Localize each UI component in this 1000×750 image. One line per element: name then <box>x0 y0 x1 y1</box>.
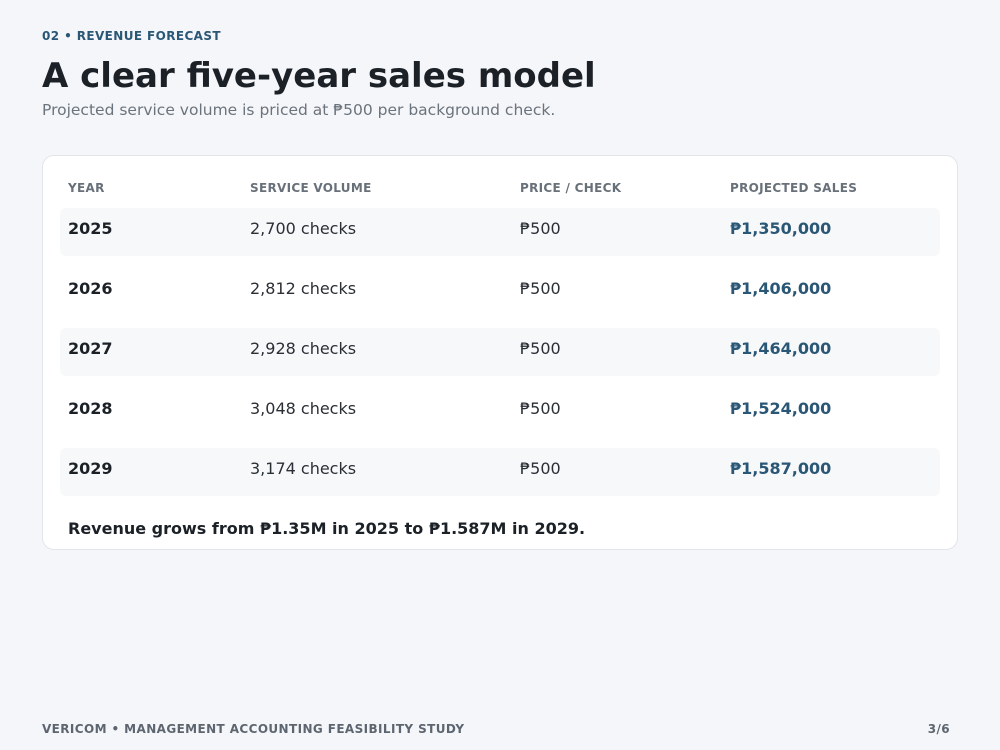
table-cell: 2,928 checks <box>250 339 357 358</box>
subtitle: Projected service volume is priced at ₱5… <box>42 101 556 119</box>
table-cell: ₱1,587,000 <box>730 459 832 478</box>
table-cell: 3,048 checks <box>250 399 357 418</box>
table-cell: ₱1,406,000 <box>730 279 832 298</box>
row-stripe <box>60 448 940 496</box>
table-cell: ₱500 <box>520 459 561 478</box>
table-cell: 2,700 checks <box>250 219 357 238</box>
column-header: PRICE / CHECK <box>520 181 622 195</box>
table-note: Revenue grows from ₱1.35M in 2025 to ₱1.… <box>68 519 586 538</box>
table-cell: ₱500 <box>520 279 561 298</box>
table-cell: 2025 <box>68 219 113 238</box>
column-header: SERVICE VOLUME <box>250 181 372 195</box>
table-cell: 2029 <box>68 459 113 478</box>
table-cell: 2027 <box>68 339 113 358</box>
row-stripe <box>60 328 940 376</box>
table-cell: 2,812 checks <box>250 279 357 298</box>
table-cell: ₱500 <box>520 399 561 418</box>
table-cell: ₱1,524,000 <box>730 399 832 418</box>
eyebrow: 02 • REVENUE FORECAST <box>42 29 221 43</box>
table-cell: ₱500 <box>520 339 561 358</box>
page-number: 3/6 <box>927 722 950 736</box>
column-header: YEAR <box>68 181 105 195</box>
footer-left: VERICOM • MANAGEMENT ACCOUNTING FEASIBIL… <box>42 722 465 736</box>
row-stripe <box>60 208 940 256</box>
table-cell: ₱500 <box>520 219 561 238</box>
table-cell: 2028 <box>68 399 113 418</box>
column-header: PROJECTED SALES <box>730 181 858 195</box>
table-cell: ₱1,464,000 <box>730 339 832 358</box>
table-cell: ₱1,350,000 <box>730 219 832 238</box>
title: A clear five-year sales model <box>42 56 596 96</box>
table-cell: 3,174 checks <box>250 459 357 478</box>
table-cell: 2026 <box>68 279 113 298</box>
